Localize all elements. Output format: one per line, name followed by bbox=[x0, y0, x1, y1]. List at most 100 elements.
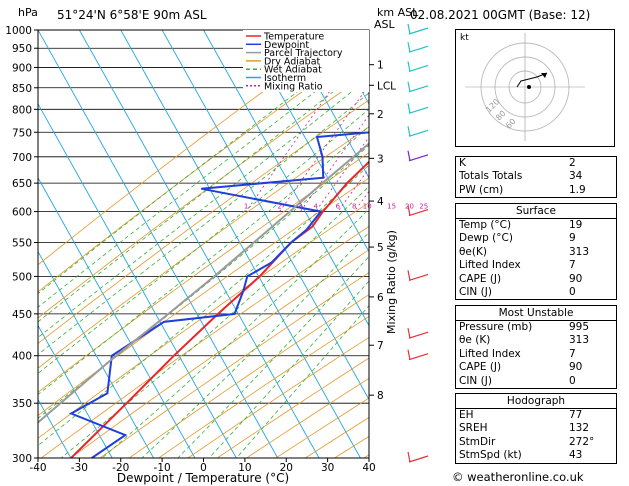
table-row: CIN (J) 0 bbox=[459, 374, 576, 387]
wind-barb-flag bbox=[407, 270, 411, 281]
wind-barb-flag bbox=[407, 150, 411, 161]
pressure-tick-label: 300 bbox=[12, 453, 32, 465]
mixing-ratio-line bbox=[299, 114, 369, 212]
mixing-ratio-line bbox=[279, 84, 369, 212]
legend-label: Wet Adiabat bbox=[264, 65, 322, 76]
wet-adiabat-line bbox=[208, 280, 369, 458]
wind-barb-flag bbox=[407, 205, 411, 216]
mixing-ratio-label: 8 bbox=[352, 203, 356, 211]
mixing-ratio-label: 2 bbox=[277, 203, 281, 211]
dry-adiabat-line bbox=[129, 294, 369, 458]
mixing-ratio-label: 10 bbox=[363, 203, 372, 211]
dry-adiabat-line bbox=[41, 225, 369, 458]
height-tick-label: 4 bbox=[377, 196, 384, 208]
mixing-ratio-label: 25 bbox=[419, 203, 428, 211]
wind-barb bbox=[408, 154, 429, 162]
mixing-ratio-line bbox=[315, 136, 369, 212]
km-axis-label: km ASL bbox=[377, 6, 419, 19]
height-tick-label: 6 bbox=[377, 292, 384, 304]
wind-barb-flag bbox=[407, 328, 411, 339]
legend-label: Mixing Ratio bbox=[264, 81, 323, 92]
wet-adiabat-line bbox=[38, 108, 369, 374]
temperature-tick-label: -30 bbox=[71, 462, 88, 474]
wind-barb bbox=[408, 331, 429, 339]
height-tick-label: 8 bbox=[377, 390, 384, 402]
location-header: 51°24'N 6°58'E 90m ASL bbox=[57, 8, 207, 22]
mixing-ratio-label: 3 bbox=[298, 203, 302, 211]
isotherm-line bbox=[244, 30, 369, 253]
parcel-trajectory-line bbox=[38, 142, 369, 424]
asl-axis-label: ASL bbox=[374, 18, 396, 31]
isotherm-line bbox=[203, 30, 369, 327]
wind-barb-flag bbox=[407, 103, 411, 114]
wind-barb-flag bbox=[407, 126, 411, 137]
wet-adiabat-line bbox=[38, 126, 369, 395]
table-row: θe (K) 313 bbox=[459, 334, 590, 347]
wind-barb bbox=[408, 85, 429, 93]
datetime-header: 02.08.2021 00GMT (Base: 12) bbox=[410, 8, 591, 22]
credit-text: © weatheronline.co.uk bbox=[452, 470, 584, 484]
dry-adiabat-line bbox=[99, 271, 369, 458]
table-row: Lifted Index 7 bbox=[459, 259, 576, 272]
wet-adiabat-line bbox=[38, 48, 369, 308]
wet-adiabat-line bbox=[177, 255, 369, 458]
wind-barb bbox=[408, 455, 429, 463]
pressure-tick-label: 800 bbox=[12, 104, 32, 116]
hodograph-arrow bbox=[541, 73, 547, 78]
dry-adiabat-line bbox=[158, 315, 369, 458]
pressure-tick-label: 450 bbox=[12, 309, 32, 321]
hodograph-trace bbox=[516, 72, 548, 88]
most-unstable-title: Most Unstable bbox=[456, 305, 616, 321]
hodograph-unit-label: kt bbox=[460, 33, 469, 43]
height-tick-label: 2 bbox=[377, 109, 384, 121]
isotherm-line bbox=[38, 398, 72, 458]
pressure-tick-label: 850 bbox=[12, 83, 32, 95]
pressure-tick-label: 950 bbox=[12, 43, 32, 55]
pressure-tick-label: 350 bbox=[12, 398, 32, 410]
temperature-line bbox=[70, 160, 369, 458]
dry-adiabat-line bbox=[70, 249, 369, 458]
dry-adiabat-line bbox=[38, 177, 369, 417]
isotherm-line bbox=[38, 250, 154, 458]
wind-barb bbox=[408, 27, 429, 35]
dry-adiabat-line bbox=[38, 43, 369, 293]
wind-barb bbox=[408, 273, 429, 281]
legend-label: Temperature bbox=[263, 32, 324, 43]
surface-title: Surface bbox=[456, 203, 616, 219]
temperature-tick-label: -10 bbox=[154, 462, 171, 474]
wind-barb-flag bbox=[407, 23, 411, 35]
isotherm-line bbox=[38, 324, 113, 458]
most-unstable-table: Most Unstable Pressure (mb) 995 θe (K) 313… bbox=[455, 305, 617, 390]
isotherm-line bbox=[285, 30, 369, 179]
wind-barb bbox=[408, 45, 429, 53]
hodograph-table: Hodograph EH 77 SREH 132 StmDir 272° StmSpd… bbox=[455, 393, 617, 464]
mixing-ratio-label: 15 bbox=[387, 203, 396, 211]
wind-barb-flag bbox=[407, 451, 411, 463]
storm-motion-point bbox=[527, 85, 531, 89]
dry-adiabat-line bbox=[187, 336, 369, 458]
pressure-tick-label: 550 bbox=[12, 238, 32, 250]
hpa-axis-label: hPa bbox=[18, 6, 38, 19]
wind-barb bbox=[408, 106, 429, 114]
height-tick-label: 1 bbox=[377, 60, 384, 72]
wind-barb bbox=[408, 129, 429, 137]
wind-barb bbox=[408, 209, 429, 217]
wet-adiabat-line bbox=[38, 144, 369, 419]
table-row: CAPE (J) 90 bbox=[459, 361, 583, 374]
wet-adiabat-line bbox=[38, 35, 369, 295]
wet-adiabat-line bbox=[60, 185, 369, 458]
temperature-tick-label: -40 bbox=[29, 462, 46, 474]
temperature-tick-label: 10 bbox=[238, 462, 251, 474]
x-axis-label: Dewpoint / Temperature (°C) bbox=[117, 471, 289, 485]
isotherm-line bbox=[38, 102, 237, 458]
dewpoint-line bbox=[68, 131, 369, 458]
pressure-tick-label: 600 bbox=[12, 207, 32, 219]
table-row: CAPE (J) 90 bbox=[459, 272, 583, 285]
table-row: Temp (°C) 19 bbox=[459, 219, 583, 231]
legend-box bbox=[243, 30, 369, 92]
isotherm-line bbox=[161, 30, 369, 401]
pressure-tick-label: 1000 bbox=[5, 25, 32, 37]
